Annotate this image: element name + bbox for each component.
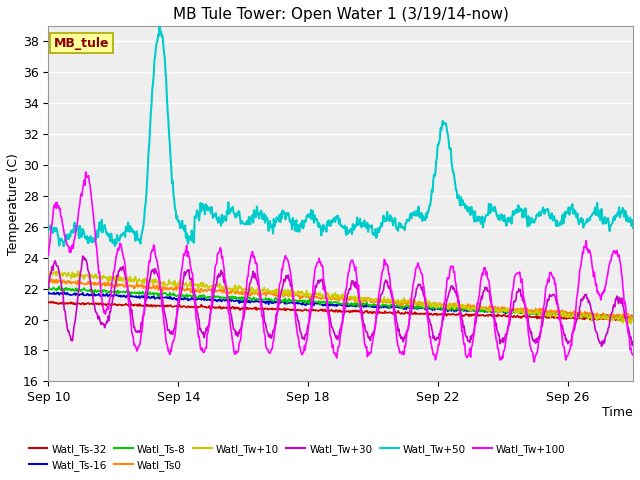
Y-axis label: Temperature (C): Temperature (C) <box>7 153 20 254</box>
Legend: Watl_Ts-32, Watl_Ts-16, Watl_Ts-8, Watl_Ts0, Watl_Tw+10, Watl_Tw+30, Watl_Tw+50,: Watl_Ts-32, Watl_Ts-16, Watl_Ts-8, Watl_… <box>24 439 570 475</box>
Text: MB_tule: MB_tule <box>54 36 109 49</box>
Title: MB Tule Tower: Open Water 1 (3/19/14-now): MB Tule Tower: Open Water 1 (3/19/14-now… <box>173 7 509 22</box>
Text: Time: Time <box>602 406 633 419</box>
